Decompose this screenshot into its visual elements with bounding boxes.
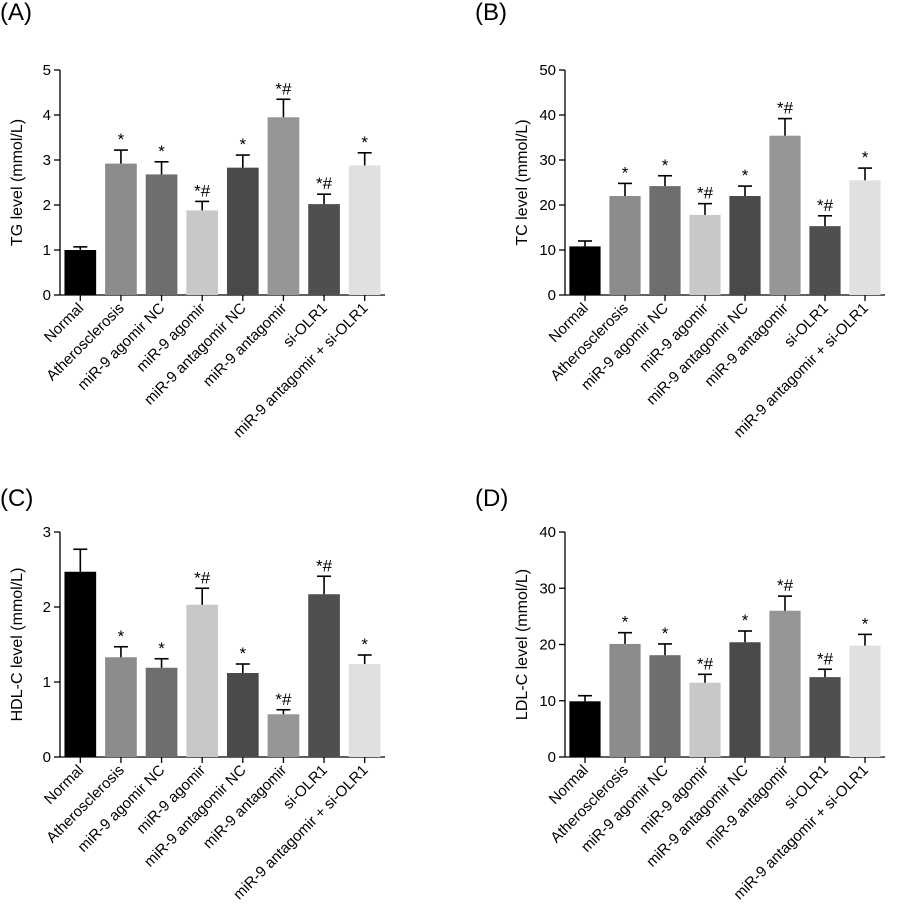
y-tick-label: 0 xyxy=(43,287,51,304)
significance-label: * xyxy=(862,148,869,167)
bar xyxy=(809,677,841,757)
y-tick-label: 40 xyxy=(539,524,556,541)
significance-label: * xyxy=(158,142,165,161)
bar xyxy=(186,210,219,295)
bar xyxy=(609,196,641,295)
significance-label: *# xyxy=(194,181,211,200)
significance-label: *# xyxy=(316,174,333,193)
panel-c: (C) 0 1 2 3 HDL-C level (mmol/L) Normal * Ather… xyxy=(0,462,450,923)
bar xyxy=(769,135,801,295)
bar xyxy=(649,186,681,295)
bar xyxy=(186,604,219,757)
significance-label: *# xyxy=(817,649,834,668)
y-tick-label: 30 xyxy=(539,580,556,597)
significance-label: * xyxy=(862,614,869,633)
y-tick-label: 30 xyxy=(539,152,556,169)
panel-a: (A) 0 1 2 3 4 5 TG level (mmol/L) Normal * Athero… xyxy=(0,0,450,462)
y-tick-label: 0 xyxy=(548,287,556,304)
significance-label: *# xyxy=(697,654,714,673)
bar xyxy=(849,180,881,295)
bar xyxy=(348,165,381,295)
bar xyxy=(64,571,97,757)
significance-label: *# xyxy=(777,576,794,595)
significance-label: * xyxy=(158,639,165,658)
y-tick-label: 1 xyxy=(43,242,51,259)
bar xyxy=(145,667,178,757)
bar xyxy=(609,643,641,757)
significance-label: * xyxy=(662,624,669,643)
panel-b: (B) 0 10 20 30 40 50 TC level (mmol/L) Normal * A… xyxy=(475,0,900,462)
bar xyxy=(569,246,601,295)
bar xyxy=(226,167,259,295)
significance-label: * xyxy=(361,133,368,152)
y-tick-label: 4 xyxy=(43,107,51,124)
bar xyxy=(689,214,721,295)
bar xyxy=(308,204,340,295)
bar xyxy=(308,594,340,757)
significance-label: * xyxy=(240,135,247,154)
bar xyxy=(689,682,721,757)
bar xyxy=(769,610,801,757)
bar xyxy=(64,250,97,295)
y-axis-label: HDL-C level (mmol/L) xyxy=(9,568,26,722)
significance-label: * xyxy=(361,635,368,654)
significance-label: *# xyxy=(777,99,794,118)
significance-label: * xyxy=(622,613,629,632)
panel-label: (C) xyxy=(0,485,34,512)
y-tick-label: 40 xyxy=(539,107,556,124)
bar xyxy=(105,163,137,295)
y-tick-label: 20 xyxy=(539,637,556,654)
significance-label: * xyxy=(118,130,125,149)
significance-label: *# xyxy=(697,184,714,203)
bar xyxy=(729,196,761,295)
y-axis-label: TC level (mmol/L) xyxy=(514,119,531,245)
bar xyxy=(348,664,381,757)
y-tick-label: 0 xyxy=(43,749,51,766)
y-tick-label: 3 xyxy=(43,524,51,541)
significance-label: * xyxy=(240,644,247,663)
significance-label: * xyxy=(742,166,749,185)
y-axis-label: TG level (mmol/L) xyxy=(9,119,26,246)
bar xyxy=(105,657,137,757)
bar xyxy=(145,174,178,295)
y-tick-label: 50 xyxy=(539,62,556,79)
y-tick-label: 5 xyxy=(43,62,51,79)
bar xyxy=(729,642,761,757)
panel-label: (A) xyxy=(0,0,32,26)
significance-label: *# xyxy=(316,556,333,575)
significance-label: * xyxy=(118,627,125,646)
significance-label: *# xyxy=(275,79,292,98)
bar xyxy=(569,701,601,757)
significance-label: * xyxy=(622,163,629,182)
y-tick-label: 10 xyxy=(539,693,556,710)
y-tick-label: 3 xyxy=(43,152,51,169)
y-tick-label: 20 xyxy=(539,197,556,214)
bar xyxy=(267,714,300,757)
significance-label: * xyxy=(662,156,669,175)
panel-d: (D) 0 10 20 30 40 LDL-C level (mmol/L) Normal *… xyxy=(475,462,900,923)
y-tick-label: 2 xyxy=(43,599,51,616)
bar xyxy=(849,645,881,757)
bar xyxy=(226,673,259,757)
significance-label: *# xyxy=(817,196,834,215)
significance-label: * xyxy=(742,611,749,630)
significance-label: *# xyxy=(194,568,211,587)
y-tick-label: 1 xyxy=(43,674,51,691)
panel-label: (D) xyxy=(475,485,509,512)
panel-label: (B) xyxy=(475,0,507,26)
y-axis-label: LDL-C level (mmol/L) xyxy=(514,569,531,720)
y-tick-label: 0 xyxy=(548,749,556,766)
y-tick-label: 2 xyxy=(43,197,51,214)
y-tick-label: 10 xyxy=(539,242,556,259)
significance-label: *# xyxy=(275,690,292,709)
bar xyxy=(649,655,681,757)
bar xyxy=(267,117,300,295)
bar xyxy=(809,226,841,295)
